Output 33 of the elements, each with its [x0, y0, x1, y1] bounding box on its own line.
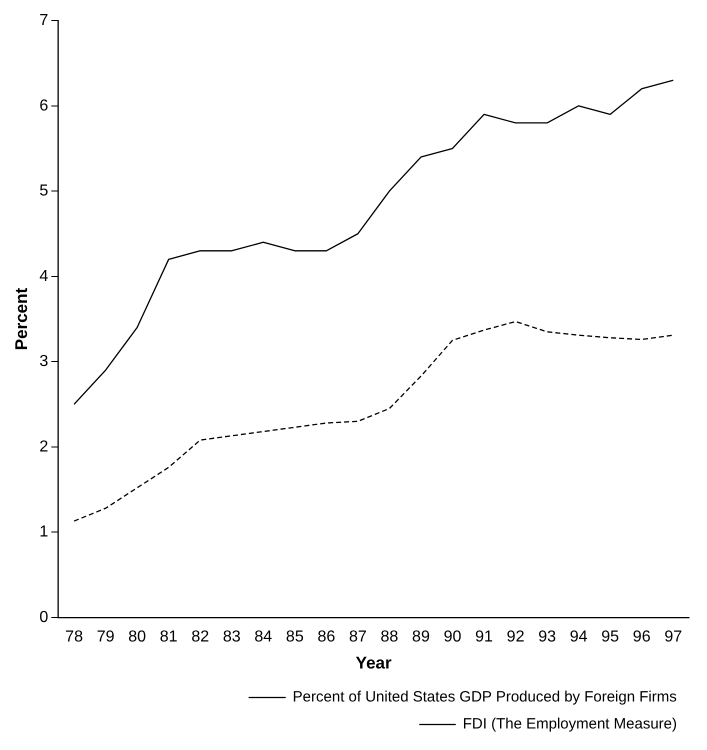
legend-label: FDI (The Employment Measure) — [462, 716, 678, 733]
x-tick-label: 78 — [65, 628, 84, 646]
x-tick-label: 82 — [191, 628, 210, 646]
y-axis-title: Percent — [12, 287, 31, 350]
x-tick-label: 79 — [96, 628, 115, 646]
y-tick-label: 2 — [39, 438, 48, 456]
legend-label: Percent of United States GDP Produced by Foreign Firms — [292, 688, 677, 706]
x-tick-label: 92 — [506, 628, 525, 646]
line-series — [73, 320, 674, 522]
x-tick-label: 84 — [254, 628, 272, 646]
x-tick-label: 96 — [632, 628, 651, 646]
x-tick-label: 91 — [475, 628, 494, 646]
x-tick-label: 94 — [570, 628, 588, 646]
x-tick-label: 87 — [348, 628, 367, 646]
x-tick-label: 90 — [444, 628, 462, 646]
y-tick-label: 0 — [39, 608, 48, 626]
x-tick-label: 89 — [412, 628, 430, 646]
x-tick-label: 97 — [664, 628, 682, 646]
x-tick-label: 83 — [222, 628, 241, 646]
x-tick-label: 81 — [160, 628, 178, 646]
x-tick-label: 85 — [286, 628, 304, 646]
x-tick-label: 80 — [128, 628, 146, 646]
y-tick-label: 5 — [39, 182, 48, 200]
x-tick-label: 86 — [317, 628, 336, 646]
x-tick-label: 95 — [601, 628, 620, 646]
y-tick-label: 4 — [39, 268, 48, 285]
y-tick-label: 3 — [39, 353, 48, 370]
y-tick-label: 7 — [39, 12, 48, 30]
x-tick-label: 93 — [538, 628, 556, 646]
y-tick-label: 1 — [39, 524, 48, 541]
x-axis-title: Year — [356, 653, 392, 672]
x-tick-label: 88 — [380, 628, 398, 646]
y-tick-label: 6 — [39, 97, 48, 114]
